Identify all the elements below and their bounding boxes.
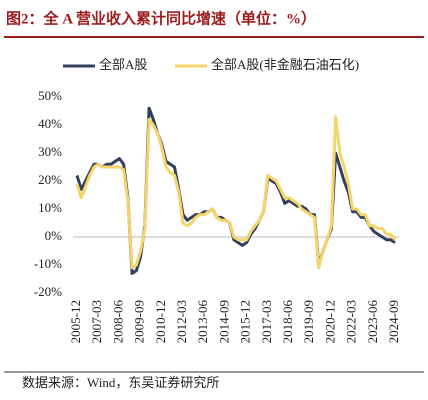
x-tick-label: 2022-03 xyxy=(344,300,359,343)
x-tick-label: 2012-03 xyxy=(174,300,189,343)
x-tick-label: 2013-06 xyxy=(195,300,210,344)
series-line xyxy=(75,115,397,270)
x-tick-label: 2008-06 xyxy=(110,300,125,344)
legend-label: 全部A股(非金融石油石化) xyxy=(211,57,359,72)
y-tick-label: -10% xyxy=(34,256,62,271)
x-tick-label: 2024-09 xyxy=(386,300,401,343)
x-tick-label: 2023-06 xyxy=(365,300,380,344)
x-tick-label: 2018-06 xyxy=(280,300,295,344)
x-tick-label: 2015-12 xyxy=(238,300,253,343)
x-tick-label: 2019-09 xyxy=(301,300,316,343)
source: 数据来源：Wind，东吴证券研究所 xyxy=(22,375,219,390)
x-tick-label: 2020-12 xyxy=(322,300,337,343)
y-tick-label: 40% xyxy=(38,116,62,131)
x-tick-label: 2014-09 xyxy=(216,300,231,343)
x-tick-label: 2017-03 xyxy=(259,300,274,343)
y-tick-label: 50% xyxy=(38,88,62,103)
x-tick-label: 2010-12 xyxy=(153,300,168,343)
x-tick-label: 2009-09 xyxy=(132,300,147,343)
legend-label: 全部A股 xyxy=(99,57,147,72)
chart-title: 图2：全 A 营业收入累计同比增速（单位：%） xyxy=(6,9,316,27)
y-tick-label: 0% xyxy=(45,228,63,243)
x-tick-label: 2005-12 xyxy=(68,300,83,343)
y-tick-label: 30% xyxy=(38,144,62,159)
y-tick-label: 10% xyxy=(38,200,62,215)
y-tick-label: 20% xyxy=(38,172,62,187)
series-line xyxy=(75,106,396,275)
y-tick-label: -20% xyxy=(34,284,62,299)
x-tick-label: 2007-03 xyxy=(89,300,104,343)
